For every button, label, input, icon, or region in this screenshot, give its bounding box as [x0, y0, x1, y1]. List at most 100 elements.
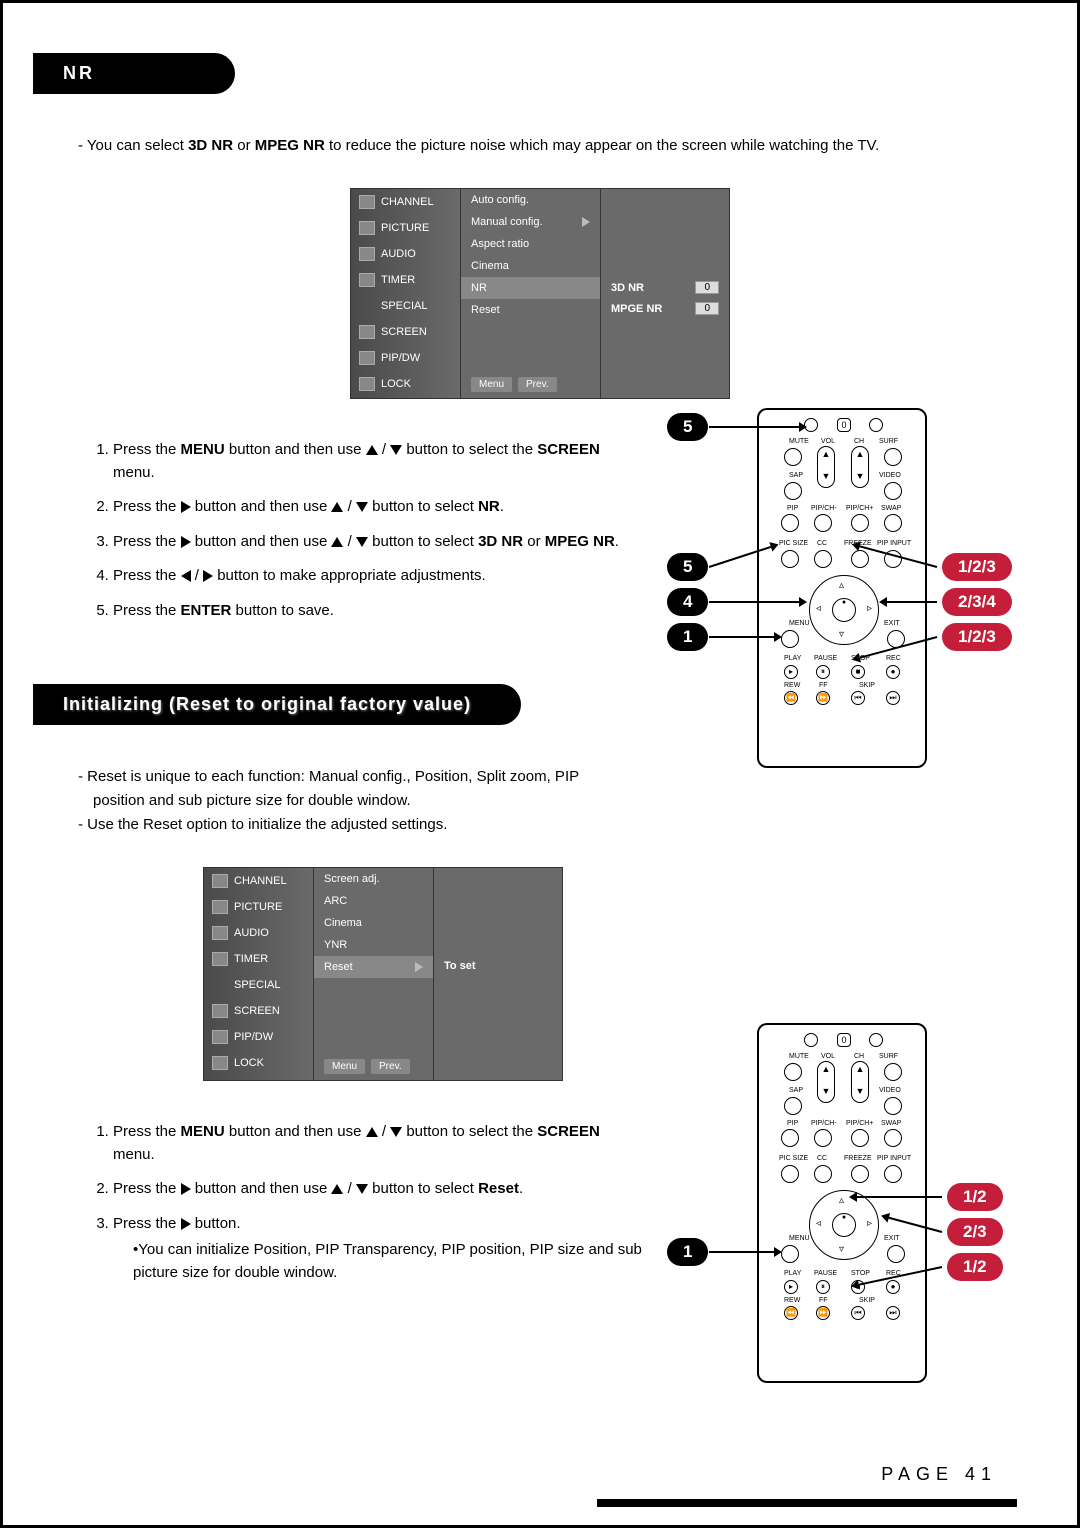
lbl: SAP: [789, 1087, 803, 1094]
osd-label: LOCK: [381, 378, 411, 390]
lbl: PIP: [787, 505, 798, 512]
steps-reset: Press the MENU button and then use / but…: [93, 1121, 643, 1284]
pause-button: ⏸: [816, 1280, 830, 1294]
lbl: CH: [854, 1053, 864, 1060]
skip-back-button: ⏮: [851, 1306, 865, 1320]
osd-label: TIMER: [234, 953, 268, 965]
lbl: MUTE: [789, 1053, 809, 1060]
nav-pad: ● ▵ ▿ ◃ ▹: [809, 575, 879, 645]
lbl: VOL: [821, 438, 835, 445]
step: Press the button.•You can initialize Pos…: [113, 1213, 643, 1285]
callout-5a: 5: [667, 413, 708, 441]
sap-button: [784, 482, 802, 500]
rec-button: ●: [886, 1280, 900, 1294]
t: to reduce the picture noise which may ap…: [325, 137, 880, 154]
pip-button: [781, 1129, 799, 1147]
step: Press the button and then use / button t…: [113, 531, 643, 554]
cc-button: [814, 1165, 832, 1183]
skip-fwd-button: ⏭: [886, 1306, 900, 1320]
steps-nr: Press the MENU button and then use / but…: [93, 439, 643, 622]
osd-right: To set: [434, 868, 562, 1080]
remote-outline: 0 MUTE VOL CH SURF ▲▼ ▲▼ SAP VIDEO PIP P…: [757, 1023, 927, 1383]
pip-button: [781, 514, 799, 532]
osd-rval: 0: [695, 281, 719, 294]
nav-pad: ● ▵ ▿ ◃ ▹: [809, 1190, 879, 1260]
callout-4: 4: [667, 588, 708, 616]
ch-rocker: ▲▼: [851, 1061, 869, 1103]
freeze-button: [851, 1165, 869, 1183]
osd-sidebar: CHANNEL PICTURE AUDIO TIMER SPECIAL SCRE…: [204, 868, 314, 1080]
step: Press the MENU button and then use / but…: [113, 1121, 643, 1166]
line: [709, 601, 799, 603]
remote-outline: 0 MUTE VOL CH SURF ▲▼ ▲▼ SAP VIDEO PIP P…: [757, 408, 927, 768]
lbl: FF: [819, 1297, 828, 1304]
lbl: VIDEO: [879, 472, 901, 479]
lbl: FF: [819, 682, 828, 689]
osd-rval: 0: [695, 302, 719, 315]
manual-page: NR You can select 3D NR or MPEG NR to re…: [0, 0, 1080, 1528]
callout-1: 1: [667, 1238, 708, 1266]
osd-mitem: Cinema: [324, 917, 362, 929]
lbl: FREEZE: [844, 1155, 872, 1162]
lbl: PIP/CH-: [811, 505, 837, 512]
osd-mitem: Manual config.: [471, 216, 543, 228]
lbl: SKIP: [859, 1297, 875, 1304]
osd-mitem: Cinema: [471, 260, 509, 272]
vol-rocker: ▲▼: [817, 1061, 835, 1103]
osd-label: CHANNEL: [234, 875, 287, 887]
video-button: [884, 482, 902, 500]
osd-middle: Auto config. Manual config. Aspect ratio…: [461, 189, 601, 398]
vol-rocker: ▲▼: [817, 446, 835, 488]
pipinput-button: [884, 1165, 902, 1183]
lbl: MENU: [789, 620, 810, 627]
osd-label: PICTURE: [234, 901, 282, 913]
osd-footer: Menu: [471, 377, 512, 392]
exit-button: [887, 1245, 905, 1263]
osd-mitem: Auto config.: [471, 194, 529, 206]
osd-label: PIP/DW: [381, 352, 420, 364]
lbl: SWAP: [881, 1120, 901, 1127]
surf-button: [884, 1063, 902, 1081]
t: You can select: [87, 137, 188, 154]
step: Press the MENU button and then use / but…: [113, 439, 643, 484]
zero-button: 0: [837, 1033, 851, 1047]
menu-button: [781, 1245, 799, 1263]
ch-rocker: ▲▼: [851, 446, 869, 488]
picsize-button: [781, 550, 799, 568]
lbl: CC: [817, 540, 827, 547]
remote-figure-nr: 0 MUTE VOL CH SURF ▲▼ ▲▼ SAP VIDEO PIP P…: [667, 408, 1017, 808]
pipch-plus-button: [851, 514, 869, 532]
lbl: EXIT: [884, 1235, 900, 1242]
lbl: PLAY: [784, 1270, 801, 1277]
pipch-minus-button: [814, 1129, 832, 1147]
lbl: MUTE: [789, 438, 809, 445]
line: [709, 426, 799, 428]
lbl: PIP: [787, 1120, 798, 1127]
lbl: REW: [784, 1297, 800, 1304]
callout-5b: 5: [667, 553, 708, 581]
sap-button: [784, 1097, 802, 1115]
callout-r2: 2/3: [947, 1218, 1003, 1246]
osd-screenshot-reset: CHANNEL PICTURE AUDIO TIMER SPECIAL SCRE…: [203, 867, 563, 1081]
callout-r1: 1/2/3: [942, 553, 1012, 581]
t: 3D NR: [188, 137, 233, 154]
lbl: SAP: [789, 472, 803, 479]
intro-line: Use the Reset option to initialize the a…: [93, 813, 1017, 837]
lbl: EXIT: [884, 620, 900, 627]
lbl: SURF: [879, 1053, 898, 1060]
lbl: PIC SIZE: [779, 540, 808, 547]
rec-button: ●: [886, 665, 900, 679]
pause-button: ⏸: [816, 665, 830, 679]
lbl: PIP/CH+: [846, 505, 873, 512]
rew-button: ⏪: [784, 691, 798, 705]
lbl: CH: [854, 438, 864, 445]
skip-back-button: ⏮: [851, 691, 865, 705]
enter-center: ●: [832, 598, 856, 622]
callout-r3: 1/2: [947, 1253, 1003, 1281]
callout-r3: 1/2/3: [942, 623, 1012, 651]
caption-button: [869, 1033, 883, 1047]
osd-footer: Prev.: [518, 377, 557, 392]
lbl: VIDEO: [879, 1087, 901, 1094]
lbl: PIP INPUT: [877, 540, 911, 547]
osd-rlabel: MPGE NR: [611, 303, 662, 315]
